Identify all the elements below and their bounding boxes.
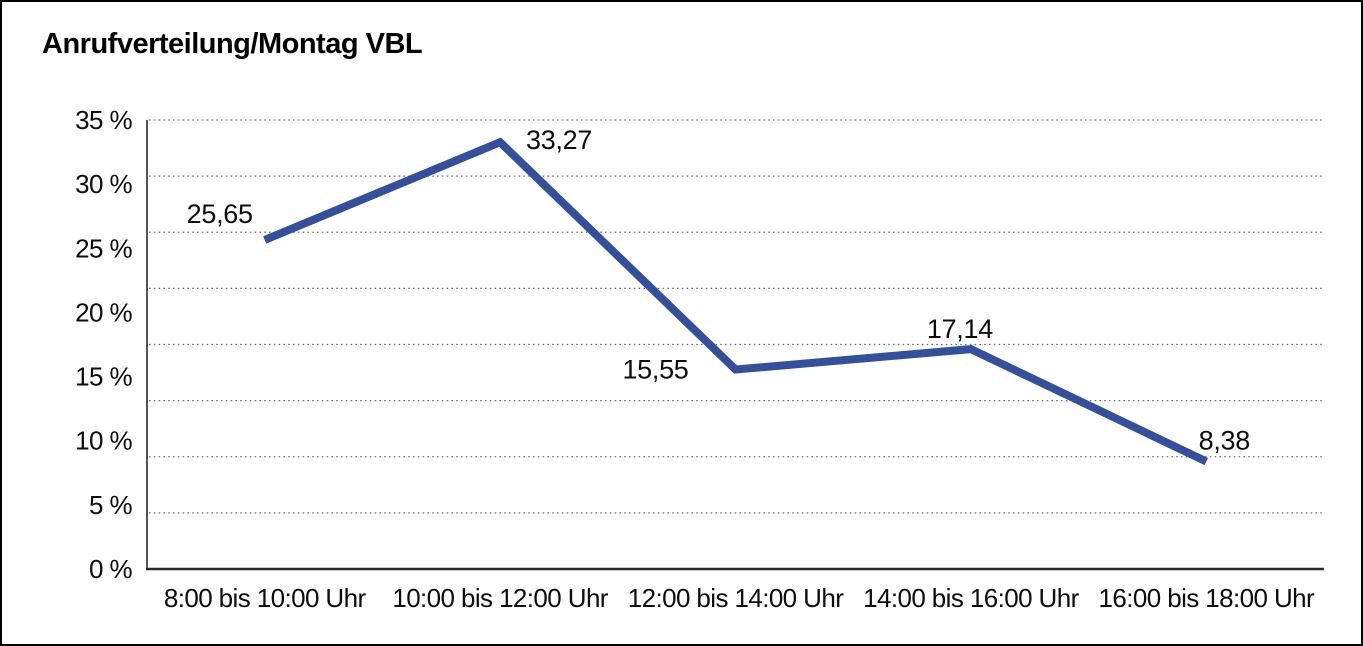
x-axis-category-label: 14:00 bis 16:00 Uhr <box>863 583 1079 613</box>
chart-title: Anrufverteilung/Montag VBL <box>42 28 423 60</box>
x-axis-category-label: 8:00 bis 10:00 Uhr <box>164 583 367 613</box>
x-axis-category-label: 12:00 bis 14:00 Uhr <box>628 583 844 613</box>
data-point-label: 25,65 <box>187 199 253 229</box>
y-axis-tick-label: 30 % <box>75 169 132 199</box>
data-line <box>263 137 1209 466</box>
x-axis-category-label: 10:00 bis 12:00 Uhr <box>392 583 608 613</box>
x-axis-category-label: 16:00 bis 18:00 Uhr <box>1099 583 1315 613</box>
y-axis-tick-label: 10 % <box>75 426 132 456</box>
y-axis-tick-label: 20 % <box>75 297 132 327</box>
data-point-label: 33,27 <box>526 125 592 155</box>
data-point-label: 8,38 <box>1199 425 1250 455</box>
y-axis-tick-label: 15 % <box>75 362 132 392</box>
data-point-label: 17,14 <box>927 314 993 344</box>
y-axis-tick-label: 0 % <box>89 554 132 584</box>
data-point-label: 15,55 <box>622 355 688 385</box>
y-axis-tick-label: 25 % <box>75 233 132 263</box>
y-axis-tick-label: 35 % <box>75 105 132 135</box>
y-axis-tick-label: 5 % <box>89 490 132 520</box>
